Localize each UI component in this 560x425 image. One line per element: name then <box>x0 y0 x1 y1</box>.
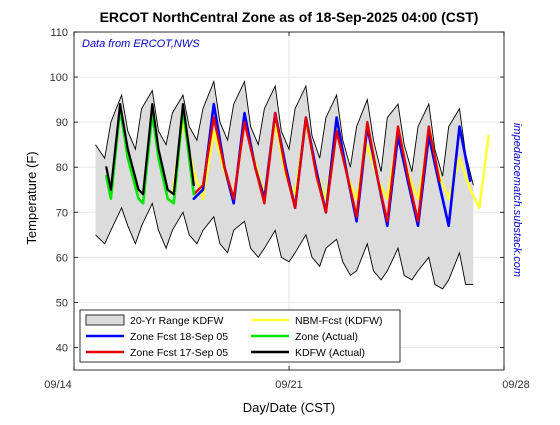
data-source-annotation: Data from ERCOT,NWS <box>82 38 200 50</box>
legend: 20-Yr Range KDFW NBM-Fcst (KDFW) Zone Fcst… <box>79 309 401 363</box>
legend-label: Zone (Actual) <box>295 331 358 343</box>
legend-label: KDFW (Actual) <box>295 347 365 359</box>
y-tick-label: 70 <box>56 207 68 219</box>
legend-box <box>79 309 401 363</box>
range-lower-edge <box>95 201 474 290</box>
legend-label: NBM-Fcst (KDFW) <box>295 315 382 327</box>
watermark-text: impedancematch.substack.com <box>511 123 523 277</box>
y-tick-label: 110 <box>50 27 68 39</box>
x-tick-label: 09/14 <box>44 379 72 391</box>
series-line-zone-fcst-17-sep-05 <box>192 111 441 223</box>
legend-label: 20-Yr Range KDFW <box>130 315 223 327</box>
axes: 40 50 60 70 80 90 100 110 09/14 09/21 09/28 <box>44 27 530 391</box>
y-tick-label: 90 <box>56 117 68 129</box>
y-axis-label: Temperature (F) <box>24 151 39 244</box>
y-tick-label: 50 <box>56 297 68 309</box>
range-band <box>95 81 474 289</box>
y-tick-label: 80 <box>56 162 68 174</box>
legend-swatch-patch <box>85 314 125 326</box>
x-axis-label: Day/Date (CST) <box>243 400 335 415</box>
legend-label: Zone Fcst 17-Sep 05 <box>130 347 228 359</box>
y-tick-label: 60 <box>56 252 68 264</box>
x-tick-label: 09/21 <box>275 379 303 391</box>
x-tick-label: 09/28 <box>502 379 530 391</box>
range-upper-edge <box>95 79 474 186</box>
y-tick-label: 100 <box>50 72 68 84</box>
y-tick-label: 40 <box>56 342 68 354</box>
legend-label: Zone Fcst 18-Sep 05 <box>130 331 228 343</box>
data-layer <box>95 79 490 290</box>
chart-title: ERCOT NorthCentral Zone as of 18-Sep-202… <box>100 9 479 25</box>
series-line-kdfw-actual <box>105 102 195 196</box>
